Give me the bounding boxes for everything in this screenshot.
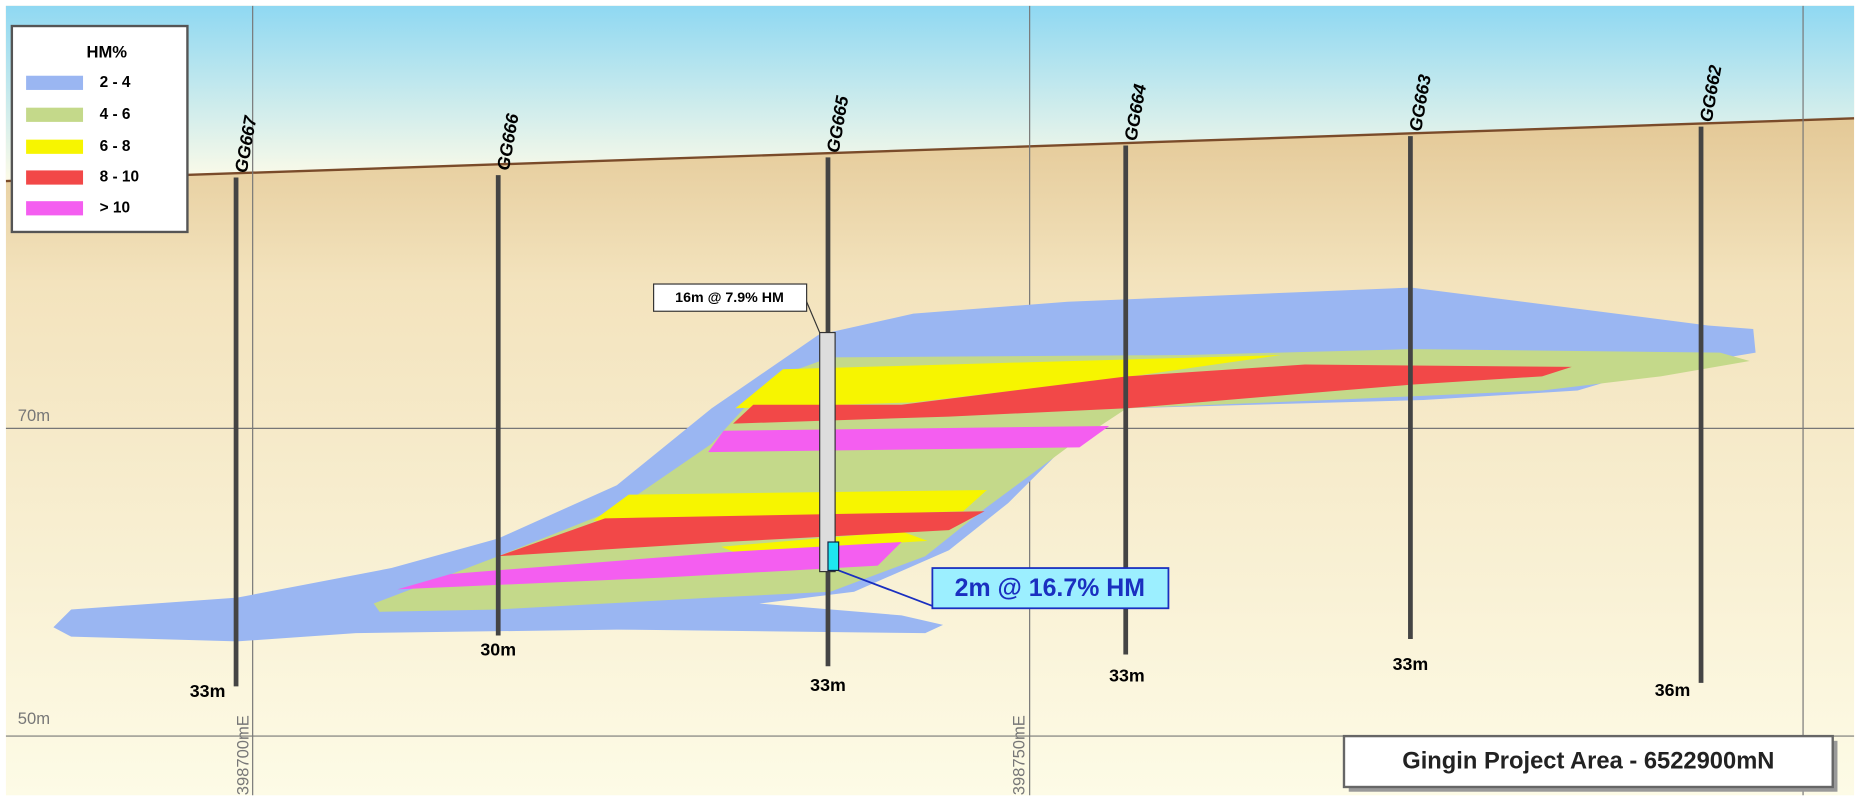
hole-depth: 33m (190, 681, 226, 701)
elevation-label: 70m (18, 406, 50, 425)
legend-box (10, 24, 189, 234)
legend-swatch (26, 201, 84, 216)
leader-line (838, 569, 933, 607)
ground-surface (5, 117, 1855, 183)
highlight-box (931, 567, 1170, 610)
hole-depth: 36m (1655, 680, 1691, 700)
legend-swatch (26, 170, 84, 185)
section-title: Gingin Project Area - 6522900mN (1402, 748, 1774, 774)
zone-8-10 (498, 511, 985, 557)
intercept-box (653, 283, 808, 312)
legend-label: 2 - 4 (100, 74, 131, 91)
legend-swatch (26, 107, 84, 122)
legend-label: 8 - 10 (100, 169, 139, 186)
zone-8-10 (733, 364, 1572, 424)
zone-over-10 (708, 426, 1110, 453)
hole-depth: 33m (1109, 666, 1145, 686)
elevation-label: 50m (18, 709, 50, 728)
intercept-bar (819, 331, 836, 573)
easting-label: 398700mE (234, 715, 253, 795)
legend-label: > 10 (100, 199, 130, 216)
highlight-bar (827, 541, 840, 572)
title-box (1342, 734, 1834, 789)
zone-4-6 (373, 349, 1750, 612)
leader-line (806, 301, 821, 333)
highlight-label: 2m @ 16.7% HM (955, 574, 1145, 602)
ore-body (53, 287, 1756, 642)
sky (5, 5, 1855, 182)
zone-over-10 (397, 542, 902, 590)
intercept-label: 16m @ 7.9% HM (675, 290, 784, 306)
legend-swatch (26, 75, 84, 90)
zone-6-8 (593, 489, 987, 521)
legend-title: HM% (86, 43, 127, 62)
hole-depth: 30m (480, 640, 516, 660)
legend-swatch (26, 139, 84, 154)
legend-label: 4 - 6 (100, 106, 131, 123)
hole-depth: 33m (1393, 654, 1429, 674)
easting-label: 398750mE (1010, 715, 1029, 795)
hole-depth: 33m (810, 675, 846, 695)
zone-6-8 (735, 355, 1282, 409)
legend-label: 6 - 8 (100, 138, 131, 155)
